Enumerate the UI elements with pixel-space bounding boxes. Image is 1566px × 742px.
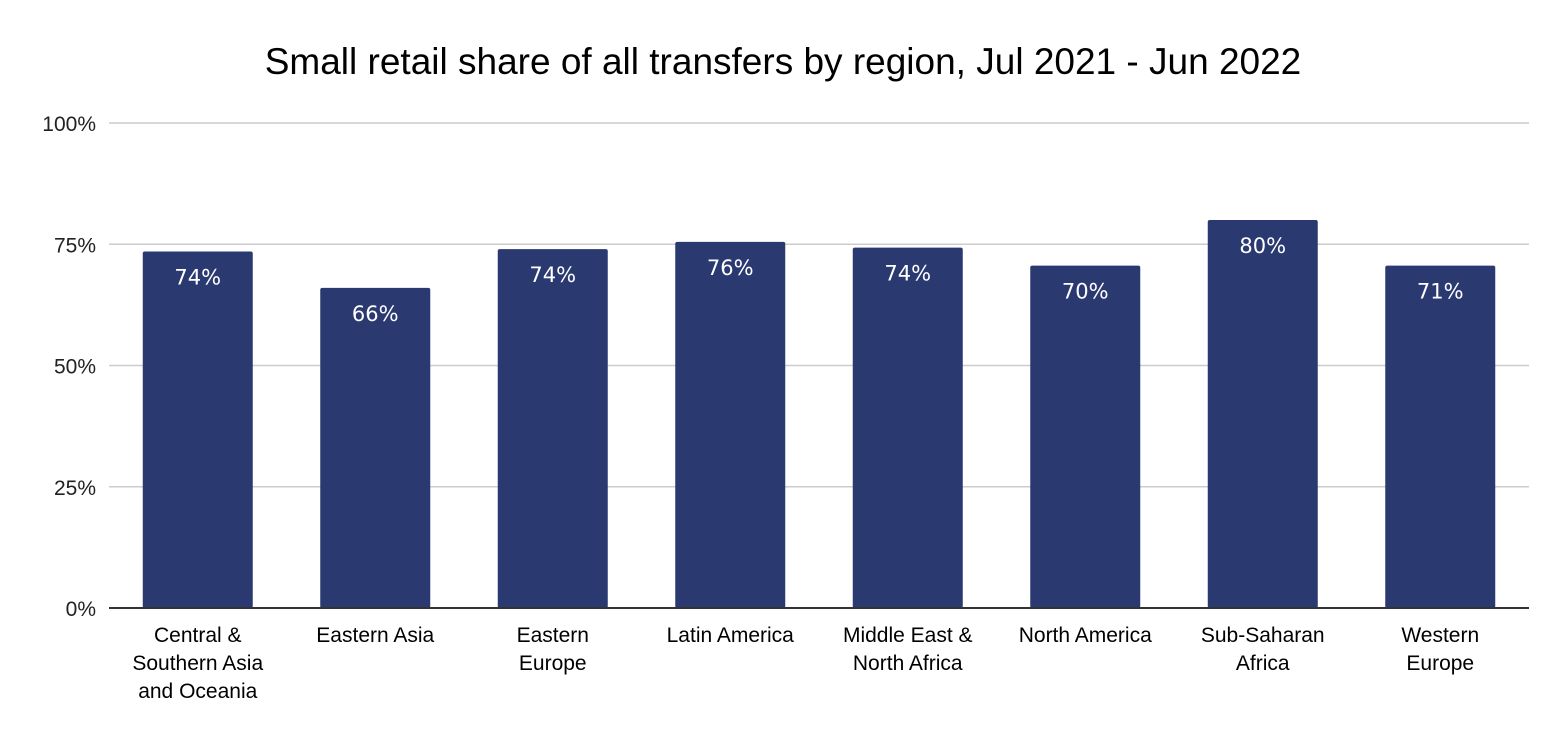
x-tick-label: Latin America bbox=[667, 624, 795, 647]
x-tick-label: Central & Southern Asia and Oceania bbox=[132, 624, 263, 703]
y-tick-label: 0% bbox=[66, 598, 96, 621]
data-label: 70% bbox=[1062, 280, 1109, 304]
y-tick-label: 50% bbox=[54, 356, 96, 379]
data-label: 74% bbox=[529, 263, 576, 287]
x-tick-label: North America bbox=[1019, 624, 1152, 647]
bar bbox=[142, 251, 253, 608]
x-tick-label: Eastern Asia bbox=[316, 624, 434, 647]
data-label: 80% bbox=[1239, 234, 1286, 258]
bar bbox=[1207, 220, 1318, 608]
x-tick-label: Sub-Saharan Africa bbox=[1201, 624, 1325, 675]
y-tick-label: 75% bbox=[54, 234, 96, 257]
y-tick-label: 25% bbox=[54, 477, 96, 500]
bar bbox=[675, 241, 786, 608]
bar bbox=[852, 247, 963, 608]
data-labels: 74% 66% 74% 76% 74% 70% 80% 71% bbox=[174, 234, 1463, 326]
bar bbox=[497, 249, 608, 608]
data-label: 76% bbox=[707, 256, 754, 280]
bar bbox=[1385, 265, 1496, 608]
x-axis-ticks: Central & Southern Asia and Oceania Eastern… bbox=[132, 624, 1479, 703]
x-tick-label: Western Europe bbox=[1401, 624, 1479, 675]
x-tick-label: Middle East & North Africa bbox=[843, 624, 973, 675]
chart-title: Small retail share of all transfers by r… bbox=[264, 41, 1302, 82]
bar bbox=[1030, 265, 1141, 608]
bar bbox=[320, 287, 431, 608]
bars bbox=[142, 220, 1496, 608]
y-axis-ticks: 0% 25% 50% 75% 100% bbox=[42, 113, 96, 621]
data-label: 66% bbox=[352, 302, 399, 326]
data-label: 74% bbox=[884, 262, 931, 286]
data-label: 74% bbox=[174, 266, 221, 290]
x-tick-label: Eastern Europe bbox=[517, 624, 589, 675]
y-tick-label: 100% bbox=[42, 113, 96, 136]
data-label: 71% bbox=[1417, 280, 1464, 304]
